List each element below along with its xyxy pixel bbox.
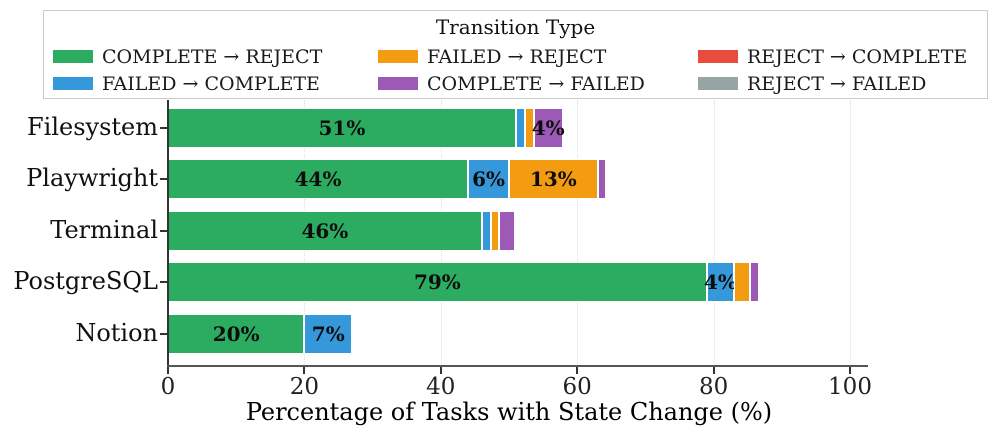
bar-value-label: 4% [531, 116, 565, 140]
bar-segment: 51% [168, 108, 516, 148]
x-tick-label: 80 [698, 374, 729, 400]
bar-segment [524, 108, 534, 148]
bar-value-label: 44% [294, 167, 342, 192]
y-category-label: Playwright [26, 164, 158, 193]
bar-value-label: 79% [413, 270, 461, 295]
bar-segment: 6% [468, 159, 509, 200]
bar-value-label: 20% [212, 321, 260, 346]
bar-segment [481, 210, 491, 251]
bar-segment: 13% [509, 159, 598, 200]
bar-segment [734, 262, 751, 303]
legend-item-label: COMPLETE → FAILED [427, 72, 645, 95]
x-tick-label: 0 [160, 374, 176, 400]
x-tick [303, 366, 306, 374]
legend-item-label: REJECT → FAILED [747, 72, 927, 95]
y-tick [160, 281, 168, 284]
legend-item: REJECT → COMPLETE [698, 43, 983, 70]
x-axis-line [167, 365, 868, 367]
x-tick [167, 366, 169, 374]
legend: Transition Type COMPLETE → REJECT FAILED … [43, 10, 988, 99]
x-tick-label: 100 [828, 374, 872, 400]
bar-segment [498, 210, 516, 251]
bar-value-label: 7% [311, 321, 345, 346]
bar-segment: 79% [168, 262, 707, 303]
legend-swatch-blue [53, 77, 93, 90]
y-category-label: Notion [75, 318, 158, 347]
x-tick [576, 366, 579, 374]
y-tick [160, 178, 168, 181]
legend-swatch-red [698, 50, 738, 63]
bar-segment: 46% [168, 210, 482, 251]
legend-swatch-gray [698, 77, 738, 90]
x-tick-label: 20 [289, 374, 320, 400]
x-tick [849, 366, 851, 374]
legend-item-label: FAILED → REJECT [427, 45, 607, 68]
legend-swatch-purple [378, 77, 418, 90]
legend-item-label: REJECT → COMPLETE [747, 45, 968, 68]
y-category-label: Terminal [50, 215, 158, 244]
bar-value-label: 6% [472, 167, 505, 192]
bar-value-label: 13% [529, 167, 577, 192]
y-category-label: PostgreSQL [13, 267, 158, 296]
y-axis-line [167, 100, 169, 367]
bar-segment: 4% [531, 108, 565, 148]
legend-item: COMPLETE → FAILED [378, 70, 698, 97]
gridline-60 [577, 100, 579, 366]
legend-item: FAILED → REJECT [378, 43, 698, 70]
legend-item-label: FAILED → COMPLETE [102, 72, 320, 95]
bar-value-label: 46% [301, 218, 349, 243]
bar-segment [515, 108, 525, 148]
bar-value-label: 51% [318, 116, 366, 140]
legend-item: COMPLETE → REJECT [53, 43, 378, 70]
y-tick [160, 127, 168, 129]
y-category-label: Filesystem [26, 113, 158, 141]
bar-segment [490, 210, 499, 251]
bar-segment: 44% [168, 159, 469, 200]
bar-segment [750, 262, 759, 303]
bar-segment: 4% [703, 262, 737, 303]
legend-item: REJECT → FAILED [698, 70, 983, 97]
gridline-80 [713, 100, 715, 366]
legend-swatch-orange [378, 50, 418, 63]
x-tick [712, 366, 715, 374]
y-tick [160, 229, 168, 232]
bar-segment [597, 159, 606, 200]
x-tick-label: 40 [426, 374, 456, 400]
gridline-100 [850, 100, 851, 366]
bar-segment: 7% [304, 313, 353, 354]
legend-title: Transition Type [435, 15, 596, 39]
x-axis-title: Percentage of Tasks with State Change (%… [245, 398, 773, 426]
legend-items: COMPLETE → REJECT FAILED → COMPLETE FAILED… [53, 43, 983, 97]
bar-value-label: 4% [703, 270, 737, 295]
legend-item-label: COMPLETE → REJECT [102, 45, 323, 68]
bar-segment: 20% [168, 313, 305, 354]
x-tick-label: 60 [562, 374, 592, 400]
y-tick [160, 332, 168, 335]
legend-item: FAILED → COMPLETE [53, 70, 378, 97]
x-tick [439, 366, 442, 374]
legend-swatch-green [53, 50, 93, 63]
